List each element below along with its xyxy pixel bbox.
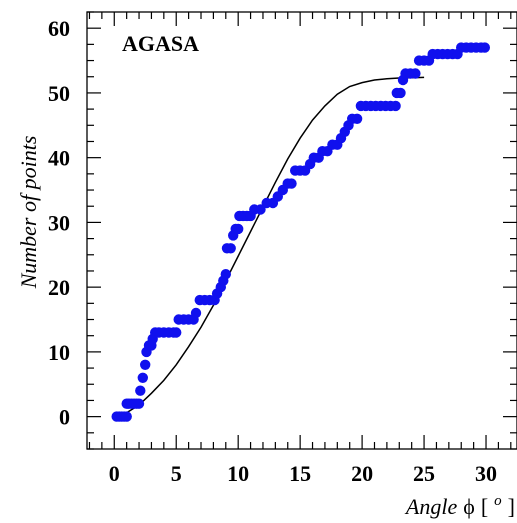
x-axis-title-superscript: o <box>494 493 502 509</box>
y-axis-title: Number of points <box>16 136 41 290</box>
x-axis-title-open-bracket: [ <box>481 494 488 519</box>
y-tick-label: 10 <box>48 340 70 365</box>
x-tick-label: 10 <box>227 461 249 486</box>
x-tick-label: 20 <box>351 461 373 486</box>
y-tick-label: 30 <box>48 210 70 235</box>
data-point <box>122 411 132 421</box>
x-tick-label: 0 <box>109 461 120 486</box>
data-point <box>135 386 145 396</box>
y-tick-label: 0 <box>59 405 70 430</box>
x-axis-title-main: Angle <box>404 494 458 519</box>
data-point <box>410 68 420 78</box>
x-axis-title-symbol: ϕ <box>463 494 475 519</box>
data-point <box>286 178 296 188</box>
y-tick-label: 60 <box>48 16 70 41</box>
data-point <box>226 243 236 253</box>
points-layer <box>112 42 490 421</box>
model-curve <box>114 77 424 416</box>
data-point <box>138 373 148 383</box>
y-tick-label: 20 <box>48 275 70 300</box>
axis-ticks <box>87 12 517 449</box>
x-tick-label: 15 <box>289 461 311 486</box>
data-point <box>395 88 405 98</box>
x-axis-title: Angle ϕ[ o] <box>404 493 515 519</box>
y-tick-label: 40 <box>48 146 70 171</box>
curve-layer <box>114 77 424 416</box>
data-point <box>191 308 201 318</box>
data-point <box>233 224 243 234</box>
data-point <box>171 327 181 337</box>
x-tick-label: 25 <box>413 461 435 486</box>
x-axis-title-close-bracket: ] <box>508 494 515 519</box>
x-tick-label: 30 <box>475 461 497 486</box>
x-tick-label: 5 <box>171 461 182 486</box>
data-point <box>221 269 231 279</box>
chart-annotation: AGASA <box>122 31 199 56</box>
data-point <box>140 360 150 370</box>
data-point <box>390 101 400 111</box>
data-point <box>352 114 362 124</box>
y-tick-label: 50 <box>48 81 70 106</box>
plot-frame <box>87 12 517 449</box>
data-point <box>480 42 490 52</box>
data-point <box>134 399 144 409</box>
